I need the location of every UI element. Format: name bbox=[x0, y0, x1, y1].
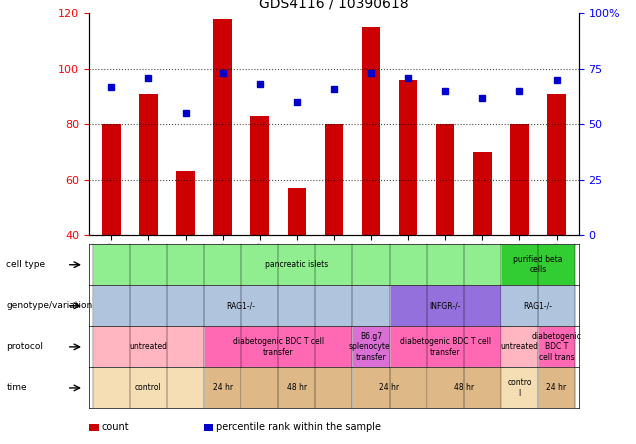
Text: diabetogenic BDC T cell
transfer: diabetogenic BDC T cell transfer bbox=[399, 337, 491, 357]
Text: count: count bbox=[102, 422, 129, 432]
Bar bbox=[436, 124, 455, 235]
Bar bbox=[251, 116, 269, 235]
Bar bbox=[547, 94, 566, 235]
Bar bbox=[213, 19, 232, 235]
Bar bbox=[473, 152, 492, 235]
Bar bbox=[362, 27, 380, 235]
Bar bbox=[324, 124, 343, 235]
Text: 24 hr: 24 hr bbox=[546, 384, 567, 392]
Text: cell type: cell type bbox=[6, 260, 46, 269]
Text: untreated: untreated bbox=[129, 342, 167, 351]
Text: 48 hr: 48 hr bbox=[453, 384, 474, 392]
Text: pancreatic islets: pancreatic islets bbox=[265, 260, 328, 269]
Text: diabetogenic
BDC T
cell trans: diabetogenic BDC T cell trans bbox=[532, 332, 581, 362]
Text: untreated: untreated bbox=[501, 342, 539, 351]
Text: diabetogenic BDC T cell
transfer: diabetogenic BDC T cell transfer bbox=[233, 337, 324, 357]
Bar bbox=[399, 80, 417, 235]
Text: genotype/variation: genotype/variation bbox=[6, 301, 93, 310]
Text: protocol: protocol bbox=[6, 342, 43, 351]
Bar bbox=[510, 124, 529, 235]
Text: percentile rank within the sample: percentile rank within the sample bbox=[216, 422, 381, 432]
Bar bbox=[139, 94, 158, 235]
Bar bbox=[102, 124, 121, 235]
Text: contro
l: contro l bbox=[507, 378, 532, 398]
Text: 48 hr: 48 hr bbox=[287, 384, 307, 392]
Title: GDS4116 / 10390618: GDS4116 / 10390618 bbox=[259, 0, 409, 11]
Text: time: time bbox=[6, 384, 27, 392]
Text: RAG1-/-: RAG1-/- bbox=[523, 301, 553, 310]
Text: 24 hr: 24 hr bbox=[212, 384, 233, 392]
Text: RAG1-/-: RAG1-/- bbox=[226, 301, 256, 310]
Bar bbox=[176, 171, 195, 235]
Text: control: control bbox=[135, 384, 162, 392]
Text: B6.g7
splenocytes
transfer: B6.g7 splenocytes transfer bbox=[348, 332, 394, 362]
Text: 24 hr: 24 hr bbox=[380, 384, 399, 392]
Text: INFGR-/-: INFGR-/- bbox=[429, 301, 461, 310]
Text: purified beta
cells: purified beta cells bbox=[513, 255, 563, 274]
Bar bbox=[287, 188, 306, 235]
